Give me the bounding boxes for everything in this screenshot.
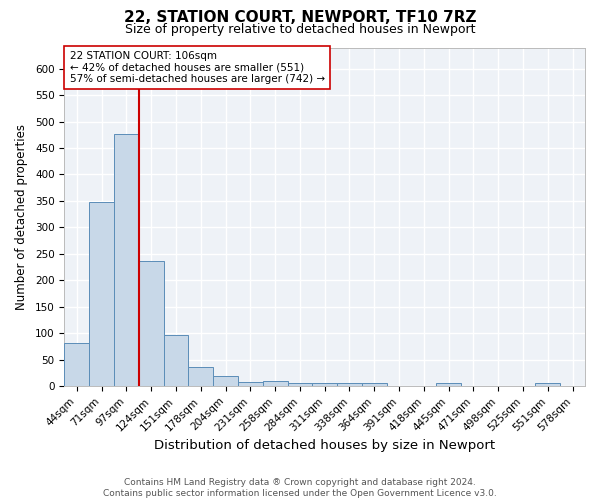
Bar [188, 367, 213, 386]
Y-axis label: Number of detached properties: Number of detached properties [15, 124, 28, 310]
Bar [362, 384, 386, 386]
Bar [436, 384, 461, 386]
Bar [313, 384, 337, 386]
Bar [213, 376, 238, 386]
Bar [337, 384, 362, 386]
Bar [89, 202, 114, 386]
Text: Size of property relative to detached houses in Newport: Size of property relative to detached ho… [125, 22, 475, 36]
Text: Contains HM Land Registry data ® Crown copyright and database right 2024.
Contai: Contains HM Land Registry data ® Crown c… [103, 478, 497, 498]
X-axis label: Distribution of detached houses by size in Newport: Distribution of detached houses by size … [154, 440, 495, 452]
Bar [535, 384, 560, 386]
Bar [287, 383, 313, 386]
Bar [263, 381, 287, 386]
Bar [164, 334, 188, 386]
Bar [114, 134, 139, 386]
Bar [238, 382, 263, 386]
Text: 22 STATION COURT: 106sqm
← 42% of detached houses are smaller (551)
57% of semi-: 22 STATION COURT: 106sqm ← 42% of detach… [70, 51, 325, 84]
Bar [139, 260, 164, 386]
Bar [64, 342, 89, 386]
Text: 22, STATION COURT, NEWPORT, TF10 7RZ: 22, STATION COURT, NEWPORT, TF10 7RZ [124, 10, 476, 25]
